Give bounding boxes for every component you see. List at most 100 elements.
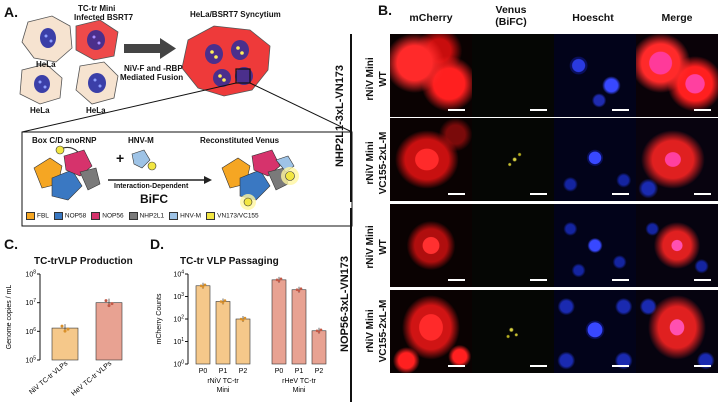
- d-point: [243, 316, 247, 320]
- img-r4-mcherry: [390, 290, 472, 373]
- d-x-tick-label: P1: [295, 368, 304, 375]
- d-y-axis-label: mCherry Counts: [156, 293, 163, 344]
- panel-a-letter: A.: [4, 4, 18, 20]
- d-group-label: Mini: [217, 387, 230, 394]
- snornp-label: Box C/D snoRNP: [32, 136, 97, 145]
- hela-label-3: HeLa: [86, 106, 106, 115]
- bifc-label: BiFC: [140, 192, 168, 206]
- panel-b-letter: B.: [378, 2, 392, 18]
- c-y-tick-label: 108: [25, 270, 36, 279]
- d-point: [203, 283, 207, 287]
- d-point: [239, 317, 243, 321]
- c-y-tick-label: 107: [25, 298, 36, 307]
- panel-d-title: TC-tr VLP Passaging: [180, 256, 279, 267]
- panel-c-letter: C.: [4, 236, 18, 252]
- legend-swatch-hnv-m: [169, 212, 179, 220]
- c-point: [60, 324, 64, 328]
- d-point: [275, 278, 279, 282]
- d-point: [299, 287, 303, 291]
- legend-nop58: NOP58: [53, 212, 86, 220]
- protein-legend: FBL NOP58 NOP56 NHP2L1 HNV-M VN173/VC155: [26, 212, 259, 220]
- interaction-arrow: [108, 176, 212, 184]
- interaction-label: Interaction-Dependent: [114, 183, 189, 190]
- hela-label-1: HeLa: [36, 60, 56, 69]
- fusion-label-line1: NiV-F and -RBP: [124, 64, 183, 73]
- img-r2-mcherry: [390, 118, 472, 201]
- legend-vn173-vc155: VN173/VC155: [206, 212, 259, 220]
- d-point: [241, 318, 245, 322]
- c-point: [66, 327, 70, 331]
- fusion-label-line2: Mediated Fusion: [120, 73, 184, 82]
- legend-swatch-vn173: [206, 212, 216, 220]
- d-x-tick-label: P2: [315, 368, 324, 375]
- infected-bsrt7-cell: [75, 19, 119, 61]
- panel-a-schematic: [19, 15, 353, 227]
- img-r1-merge: [636, 34, 718, 117]
- group-label-nhp2l1: NHP2L1-3xL-VN173: [334, 64, 346, 168]
- hnv-m-protein: [131, 149, 157, 171]
- d-y-tick-label: 104: [173, 270, 184, 279]
- hela-label-2: HeLa: [30, 106, 50, 115]
- chart-c-svg: 105 106 107 108 Genome copies / mL NiV TC-tr …: [6, 270, 123, 398]
- hela-cell-left: [19, 63, 63, 105]
- img-r3-merge: [636, 204, 718, 287]
- d-group-label: Mini: [293, 387, 306, 394]
- legend-swatch-nop56: [91, 212, 101, 220]
- c-point: [63, 329, 67, 333]
- img-r2-hoescht: [554, 118, 636, 201]
- legend-nhp2l1: NHP2L1: [128, 212, 164, 220]
- plus-sign: +: [116, 150, 125, 166]
- img-r3-mcherry: [390, 204, 472, 287]
- d-point: [317, 330, 321, 334]
- hela-cell-top: [21, 15, 73, 63]
- img-r4-hoescht: [554, 290, 636, 373]
- c-x-tick-label: NiV TC-tr VLPs: [28, 360, 69, 396]
- legend-fbl: FBL: [26, 212, 49, 220]
- d-bar: [235, 318, 251, 365]
- syncytium-label: HeLa/BSRT7 Syncytium: [190, 10, 281, 19]
- img-r2-merge: [636, 118, 718, 201]
- d-point: [277, 279, 281, 283]
- snornp-complex-left: [33, 145, 101, 201]
- venus-label: Reconstituted Venus: [200, 136, 280, 145]
- c-point: [107, 304, 111, 308]
- d-y-tick-label: 101: [173, 337, 184, 346]
- d-point: [319, 328, 323, 332]
- panel-d-letter: D.: [150, 236, 164, 252]
- legend-swatch-fbl: [26, 212, 35, 220]
- group-bracket-2: [350, 208, 352, 402]
- c-x-tick-label: HeV TC-tr VLPs: [70, 360, 113, 398]
- c-point: [104, 299, 108, 303]
- d-x-tick-label: P0: [275, 368, 284, 375]
- infected-label-line1: TC-tr Mini: [78, 4, 116, 13]
- row-label-1: rNiV Mini WT: [365, 57, 389, 101]
- img-r1-hoescht: [554, 34, 636, 117]
- d-group-label: rNiV TC-tr: [207, 378, 239, 385]
- c-y-tick-label: 105: [25, 356, 36, 365]
- row-label-4: rNiV Mini VC155-2xL-M: [365, 299, 389, 363]
- d-group-label: rHeV TC-tr: [282, 378, 316, 385]
- d-point: [223, 299, 227, 302]
- row-label-3: rNiV Mini WT: [365, 225, 389, 269]
- d-y-tick-label: 102: [173, 315, 184, 324]
- c-point: [110, 302, 114, 306]
- img-r3-hoescht: [554, 204, 636, 287]
- d-point: [297, 289, 301, 293]
- legend-swatch-nop58: [53, 212, 63, 220]
- infected-label-line2: Infected BSRT7: [74, 13, 134, 22]
- legend-hnv-m: HNV-M: [169, 212, 201, 220]
- d-point: [295, 288, 299, 292]
- c-bar: [51, 327, 79, 361]
- d-point: [221, 301, 225, 304]
- d-x-tick-label: P2: [239, 368, 248, 375]
- img-r2-venus: [472, 118, 554, 201]
- chart-d-svg: 100 101 102 103 104 mCherry Counts P0 P1 P2 P0 P1 P…: [156, 270, 327, 394]
- fusion-arrow: [124, 38, 176, 59]
- d-point: [199, 284, 203, 288]
- d-x-tick-label: P0: [199, 368, 208, 375]
- legend-nop56: NOP56: [91, 212, 124, 220]
- d-bar: [195, 285, 211, 365]
- d-x-tick-label: P1: [219, 368, 228, 375]
- d-y-tick-label: 103: [173, 292, 184, 301]
- panel-c-title: TC-trVLP Production: [34, 256, 133, 267]
